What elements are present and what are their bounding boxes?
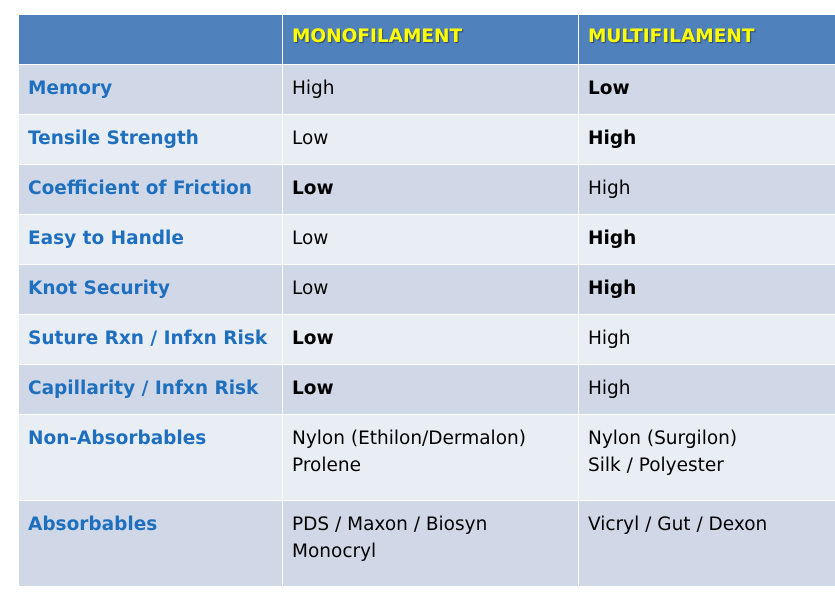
multifilament-cell: Vicryl / Gut / Dexon — [578, 500, 835, 587]
row-label: Memory — [18, 64, 283, 115]
table-row: Tensile Strength Low High — [18, 114, 835, 165]
multifilament-cell: High — [578, 264, 835, 315]
cell-line: Silk / Polyester — [588, 455, 724, 476]
header-monofilament: MONOFILAMENT — [282, 14, 579, 65]
row-label: Tensile Strength — [18, 114, 283, 165]
cell-line: High — [588, 328, 631, 349]
table-row: Knot Security Low High — [18, 264, 835, 315]
table-row: Memory High Low — [18, 64, 835, 115]
multifilament-cell: Nylon (Surgilon) Silk / Polyester — [578, 414, 835, 501]
table-row: Suture Rxn / Infxn Risk Low High — [18, 314, 835, 365]
monofilament-cell: Low — [282, 164, 579, 215]
row-label: Suture Rxn / Infxn Risk — [18, 314, 283, 365]
table-row: Easy to Handle Low High — [18, 214, 835, 265]
cell-line: PDS / Maxon / Biosyn — [292, 514, 488, 535]
comparison-table: MONOFILAMENT MULTIFILAMENT Memory High Low… — [18, 14, 835, 587]
cell-line: High — [588, 128, 637, 149]
row-label: Absorbables — [18, 500, 283, 587]
table-row: Absorbables PDS / Maxon / Biosyn Monocryl V… — [18, 500, 835, 587]
monofilament-cell: Low — [282, 214, 579, 265]
cell-line: Low — [292, 178, 334, 199]
cell-line: High — [588, 228, 637, 249]
table-row: Capillarity / Infxn Risk Low High — [18, 364, 835, 415]
cell-line: Prolene — [292, 455, 361, 476]
monofilament-cell: High — [282, 64, 579, 115]
table-row: Coefficient of Friction Low High — [18, 164, 835, 215]
row-label: Non-Absorbables — [18, 414, 283, 501]
multifilament-cell: High — [578, 164, 835, 215]
cell-line: Low — [292, 278, 329, 299]
multifilament-cell: High — [578, 314, 835, 365]
multifilament-cell: High — [578, 364, 835, 415]
monofilament-cell: Low — [282, 314, 579, 365]
monofilament-cell: Low — [282, 264, 579, 315]
cell-line: High — [588, 278, 637, 299]
monofilament-cell: PDS / Maxon / Biosyn Monocryl — [282, 500, 579, 587]
row-label: Capillarity / Infxn Risk — [18, 364, 283, 415]
cell-line: Monocryl — [292, 541, 377, 562]
cell-line: High — [292, 78, 335, 99]
cell-line: High — [588, 378, 631, 399]
multifilament-cell: Low — [578, 64, 835, 115]
monofilament-cell: Low — [282, 364, 579, 415]
cell-line: Low — [292, 228, 329, 249]
cell-line: Nylon (Ethilon/Dermalon) — [292, 428, 526, 449]
row-label: Easy to Handle — [18, 214, 283, 265]
cell-line: Low — [292, 328, 334, 349]
cell-line: Low — [292, 128, 329, 149]
header-blank-cell — [18, 14, 283, 65]
multifilament-cell: High — [578, 214, 835, 265]
cell-line: Nylon (Surgilon) — [588, 428, 738, 449]
table-row: Non-Absorbables Nylon (Ethilon/Dermalon) P… — [18, 414, 835, 501]
header-row: MONOFILAMENT MULTIFILAMENT — [18, 14, 835, 65]
cell-line: Vicryl / Gut / Dexon — [588, 514, 768, 535]
cell-line: Low — [292, 378, 334, 399]
table-body: Memory High Low Tensile Strength Low High Coef… — [18, 64, 835, 587]
monofilament-cell: Nylon (Ethilon/Dermalon) Prolene — [282, 414, 579, 501]
row-label: Knot Security — [18, 264, 283, 315]
monofilament-cell: Low — [282, 114, 579, 165]
cell-line: Low — [588, 78, 630, 99]
multifilament-cell: High — [578, 114, 835, 165]
row-label: Coefficient of Friction — [18, 164, 283, 215]
cell-line: High — [588, 178, 631, 199]
header-multifilament: MULTIFILAMENT — [578, 14, 835, 65]
